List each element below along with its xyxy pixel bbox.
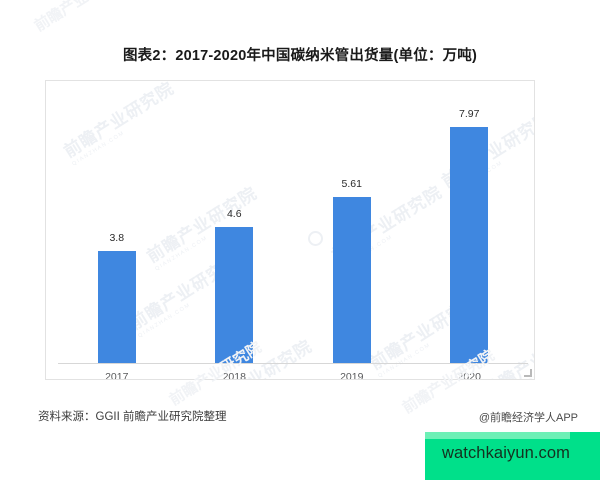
watermark-ring-icon (308, 231, 323, 246)
y-axis-tick-label: 0 (45, 358, 46, 369)
y-axis-tick-label: 6 (45, 180, 46, 191)
y-axis-tick-label: 9 (45, 92, 46, 103)
source-note: 资料来源：GGII 前瞻产业研究院整理 (38, 411, 227, 423)
y-axis-tick-label: 7 (45, 151, 46, 162)
bar-value-label: 4.6 (226, 208, 242, 221)
bar-value-label: 5.61 (341, 178, 362, 191)
bar[interactable] (215, 227, 254, 363)
plot-inner: 前瞻产业研究院 QIANZHAN.COM 前瞻产业研究院 QIANZHAN.COM … (46, 81, 534, 379)
plot-area: 前瞻产业研究院 QIANZHAN.COM 前瞻产业研究院 QIANZHAN.COM … (45, 80, 535, 380)
watermark-text: 前瞻产业研究院 (30, 0, 130, 36)
x-axis-tick-label: 2019 (340, 371, 364, 380)
promo-banner[interactable]: watchkaiyun.com (425, 432, 600, 480)
y-axis-tick-label: 2 (45, 298, 46, 309)
bar[interactable] (450, 127, 489, 363)
bar[interactable] (97, 250, 136, 363)
x-axis-tick-label: 2020 (457, 371, 481, 380)
promo-banner-text: watchkaiyun.com (441, 444, 571, 462)
y-axis-tick-label: 3 (45, 269, 46, 280)
bar-value-label: 3.8 (109, 231, 125, 244)
y-axis-tick-label: 5 (45, 210, 46, 221)
promo-banner-strip (425, 432, 570, 439)
y-axis-tick-label: 4 (45, 239, 46, 250)
x-axis-tick-label: 2018 (222, 371, 246, 380)
bar[interactable] (332, 197, 371, 363)
app-credit: @前瞻经济学人APP (478, 412, 578, 424)
bar-value-label: 7.97 (459, 108, 480, 121)
page-title: 图表2：2017-2020年中国碳纳米管出货量(单位：万吨) (122, 48, 478, 64)
x-axis-tick-label: 2017 (105, 371, 129, 380)
x-axis-line (58, 363, 528, 364)
resize-handle[interactable] (524, 369, 532, 377)
y-axis-tick-label: 8 (45, 121, 46, 132)
y-axis-tick-label: 1 (45, 328, 46, 339)
